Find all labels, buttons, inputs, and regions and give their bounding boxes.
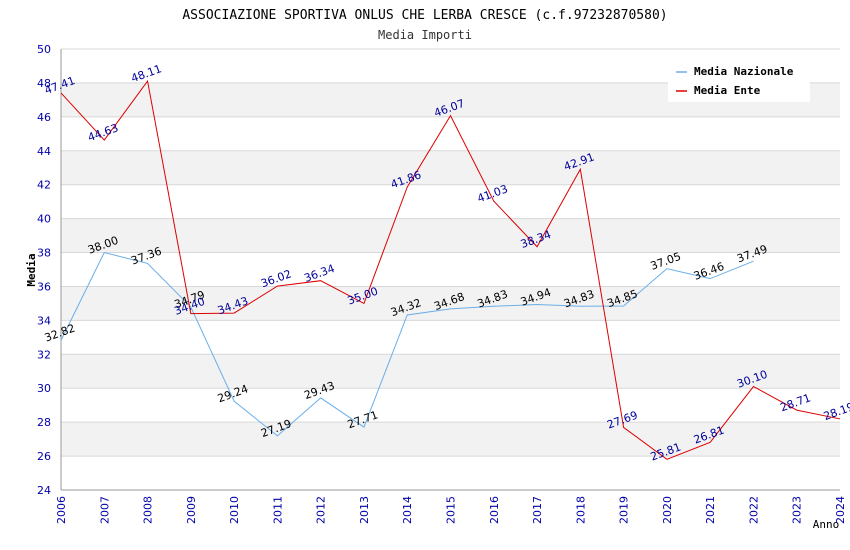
background-band — [61, 422, 840, 457]
y-tick-label: 44 — [37, 145, 51, 158]
chart-title: ASSOCIAZIONE SPORTIVA ONLUS CHE LERBA CR… — [182, 8, 667, 23]
x-tick-label: 2006 — [55, 496, 68, 524]
data-label-ente: 28.71 — [779, 391, 813, 414]
series-line-ente — [60, 79, 841, 460]
y-tick-label: 24 — [37, 484, 51, 497]
x-axis-label: Anno — [813, 518, 840, 531]
y-tick-label: 30 — [37, 382, 51, 395]
x-tick-label: 2016 — [488, 496, 501, 524]
y-tick-label: 32 — [37, 348, 51, 361]
y-tick-label: 34 — [37, 314, 51, 327]
data-label-ente: 36.34 — [302, 262, 336, 285]
y-tick-label: 26 — [37, 450, 51, 463]
y-tick-label: 38 — [37, 247, 51, 260]
x-tick-label: 2020 — [661, 496, 674, 524]
x-tick-label: 2012 — [315, 496, 328, 524]
x-tick-label: 2014 — [401, 496, 414, 524]
legend: Media Nazionale Media Ente — [668, 60, 810, 102]
x-tick-label: 2018 — [574, 496, 587, 524]
series-line-nazionale — [60, 251, 754, 437]
y-tick-label: 50 — [37, 43, 51, 56]
x-tick-label: 2009 — [185, 496, 198, 524]
data-label-ente: 41.03 — [476, 182, 510, 205]
background-band — [61, 150, 840, 185]
x-tick-label: 2022 — [747, 496, 760, 524]
x-tick-label: 2019 — [618, 496, 631, 524]
x-tick-label: 2010 — [228, 496, 241, 524]
y-tick-label: 28 — [37, 416, 51, 429]
x-tick-label: 2015 — [445, 496, 458, 524]
x-tick-label: 2013 — [358, 496, 371, 524]
x-tick-label: 2024 — [834, 496, 847, 524]
data-label-nazionale: 36.46 — [692, 260, 726, 283]
legend-box — [668, 60, 810, 102]
series-lines — [60, 79, 841, 460]
y-tick-label: 46 — [37, 111, 51, 124]
y-tick-label: 42 — [37, 179, 51, 192]
legend-label-ente: Media Ente — [694, 84, 761, 97]
y-axis-label: Media — [25, 253, 38, 286]
x-tick-labels: 2006 2007 2008 2009 2010 2011 2012 2013 2014 2015… — [55, 496, 847, 524]
legend-label-nazionale: Media Nazionale — [694, 65, 794, 78]
chart-subtitle: Media Importi — [378, 28, 472, 42]
y-tick-labels: 24 26 28 30 32 34 36 38 40 42 44 46 48 50 — [37, 43, 51, 497]
background-band — [61, 218, 840, 253]
background-band — [61, 286, 840, 321]
x-tick-label: 2023 — [791, 496, 804, 524]
y-tick-label: 36 — [37, 280, 51, 293]
x-tick-label: 2007 — [98, 496, 111, 524]
data-label-ente: 28.19 — [822, 400, 850, 423]
data-label-ente: 48.11 — [129, 62, 163, 85]
x-tick-label: 2011 — [271, 496, 284, 524]
background-band — [61, 354, 840, 389]
axes — [60, 49, 840, 491]
data-label-ente: 44.63 — [86, 121, 120, 144]
y-tick-label: 48 — [37, 77, 51, 90]
y-tick-label: 40 — [37, 213, 51, 226]
x-tick-label: 2008 — [142, 496, 155, 524]
x-tick-label: 2017 — [531, 496, 544, 524]
x-tick-label: 2021 — [704, 496, 717, 524]
